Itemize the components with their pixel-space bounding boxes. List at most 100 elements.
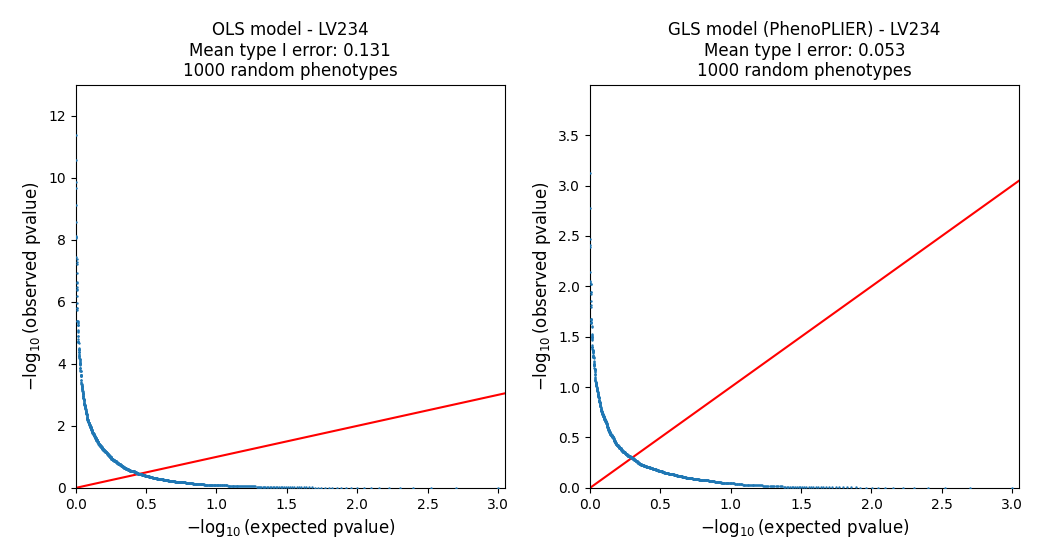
Point — [69, 320, 86, 329]
Point — [204, 480, 220, 489]
Point — [696, 475, 713, 484]
Point — [627, 456, 644, 465]
Point — [89, 437, 106, 446]
Point — [597, 416, 613, 424]
Point — [84, 427, 100, 436]
Point — [733, 479, 749, 488]
Point — [728, 479, 745, 488]
Point — [640, 463, 656, 472]
Point — [628, 456, 645, 465]
Point — [97, 447, 114, 456]
Point — [92, 441, 109, 450]
Point — [723, 479, 740, 488]
Point — [106, 456, 122, 465]
Point — [600, 423, 617, 432]
Point — [587, 380, 604, 389]
Point — [113, 461, 130, 470]
Point — [645, 464, 661, 473]
Point — [600, 426, 617, 435]
Point — [593, 402, 609, 411]
Point — [73, 382, 90, 391]
Point — [98, 448, 115, 457]
Point — [583, 319, 600, 328]
Point — [69, 321, 86, 330]
Point — [209, 480, 226, 489]
Point — [641, 463, 657, 472]
Point — [102, 454, 119, 463]
Point — [683, 474, 700, 483]
Point — [608, 440, 625, 449]
Point — [678, 473, 695, 482]
Point — [146, 473, 163, 482]
Point — [74, 384, 91, 393]
Point — [618, 449, 634, 458]
Point — [599, 421, 616, 430]
Point — [94, 445, 111, 454]
Point — [110, 459, 126, 468]
Point — [75, 399, 92, 408]
Point — [611, 443, 628, 452]
Point — [690, 475, 706, 484]
Point — [623, 452, 640, 461]
Point — [137, 472, 154, 480]
Point — [656, 468, 673, 477]
Point — [182, 479, 199, 488]
Point — [590, 391, 607, 400]
Point — [645, 464, 661, 473]
Point — [590, 394, 607, 403]
Point — [144, 473, 161, 482]
Point — [262, 482, 279, 491]
Point — [596, 412, 612, 421]
Point — [650, 466, 667, 475]
Point — [309, 483, 326, 492]
Point — [785, 482, 802, 491]
Point — [106, 456, 122, 465]
Point — [136, 471, 153, 480]
Point — [595, 412, 611, 421]
Point — [877, 483, 893, 492]
Point — [84, 425, 100, 434]
Point — [585, 353, 602, 362]
Point — [143, 473, 160, 482]
Point — [100, 451, 117, 460]
Point — [586, 367, 603, 376]
Point — [614, 447, 631, 456]
Point — [591, 402, 608, 410]
Point — [75, 393, 92, 402]
Point — [68, 130, 85, 139]
Point — [634, 460, 651, 469]
Point — [616, 447, 632, 456]
Point — [720, 479, 737, 488]
Point — [688, 475, 704, 484]
Point — [583, 329, 600, 338]
Point — [177, 478, 193, 487]
Point — [127, 468, 144, 477]
Point — [159, 476, 176, 485]
Point — [73, 379, 90, 388]
Point — [591, 398, 608, 407]
Point — [643, 464, 659, 473]
Point — [101, 452, 118, 461]
Point — [90, 437, 107, 446]
Point — [90, 438, 107, 447]
Point — [88, 434, 104, 443]
Point — [219, 481, 236, 490]
Point — [603, 431, 620, 440]
Point — [391, 483, 408, 492]
Point — [404, 483, 421, 492]
Point — [70, 338, 87, 347]
Point — [99, 450, 116, 459]
Point — [86, 431, 102, 440]
Point — [598, 419, 614, 428]
Point — [682, 474, 699, 483]
Point — [115, 463, 132, 472]
Point — [605, 435, 622, 444]
Point — [74, 385, 91, 394]
Point — [646, 465, 663, 474]
Point — [73, 379, 90, 388]
Point — [726, 479, 743, 488]
Point — [667, 470, 683, 479]
Point — [72, 371, 89, 380]
Point — [601, 427, 618, 436]
Point — [618, 450, 634, 459]
